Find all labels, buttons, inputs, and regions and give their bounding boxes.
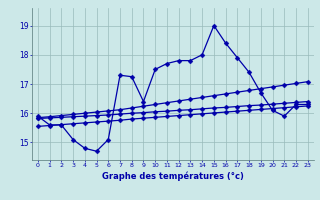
X-axis label: Graphe des températures (°c): Graphe des températures (°c) bbox=[102, 171, 244, 181]
